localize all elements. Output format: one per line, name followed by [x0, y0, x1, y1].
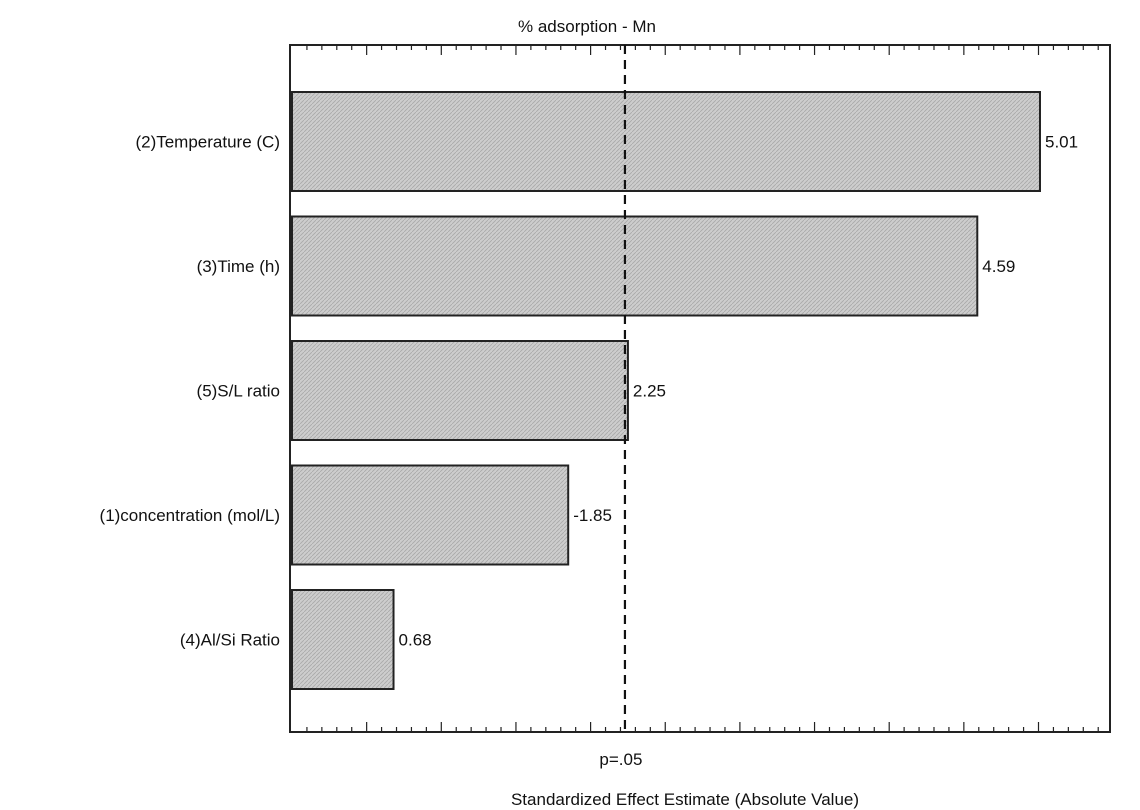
bar	[291, 589, 395, 690]
bar	[291, 91, 1041, 192]
reference-line-label: p=.05	[599, 750, 642, 769]
data-label: 5.01	[1045, 133, 1078, 152]
data-label: 2.25	[633, 382, 666, 401]
bar	[291, 464, 570, 566]
bar	[291, 340, 629, 441]
reference-line-group: p=.05	[599, 45, 642, 769]
data-label: 4.59	[982, 257, 1015, 276]
category-label: (1)concentration (mol/L)	[100, 506, 280, 525]
plot-area	[289, 44, 1111, 733]
category-label: (2)Temperature (C)	[135, 133, 280, 152]
bar-series: (2)Temperature (C) 5.01 (3)Time (h) 4.59 (5)…	[100, 91, 1078, 690]
bar	[291, 215, 979, 317]
category-label: (3)Time (h)	[197, 257, 280, 276]
data-label: -1.85	[573, 506, 612, 525]
data-label: 0.68	[399, 631, 432, 650]
x-axis-label: Standardized Effect Estimate (Absolute V…	[511, 790, 859, 809]
x-axis-ticks	[306, 45, 1099, 732]
chart-title: % adsorption - Mn	[518, 17, 656, 36]
category-label: (4)Al/Si Ratio	[180, 631, 280, 650]
category-label: (5)S/L ratio	[197, 382, 280, 401]
